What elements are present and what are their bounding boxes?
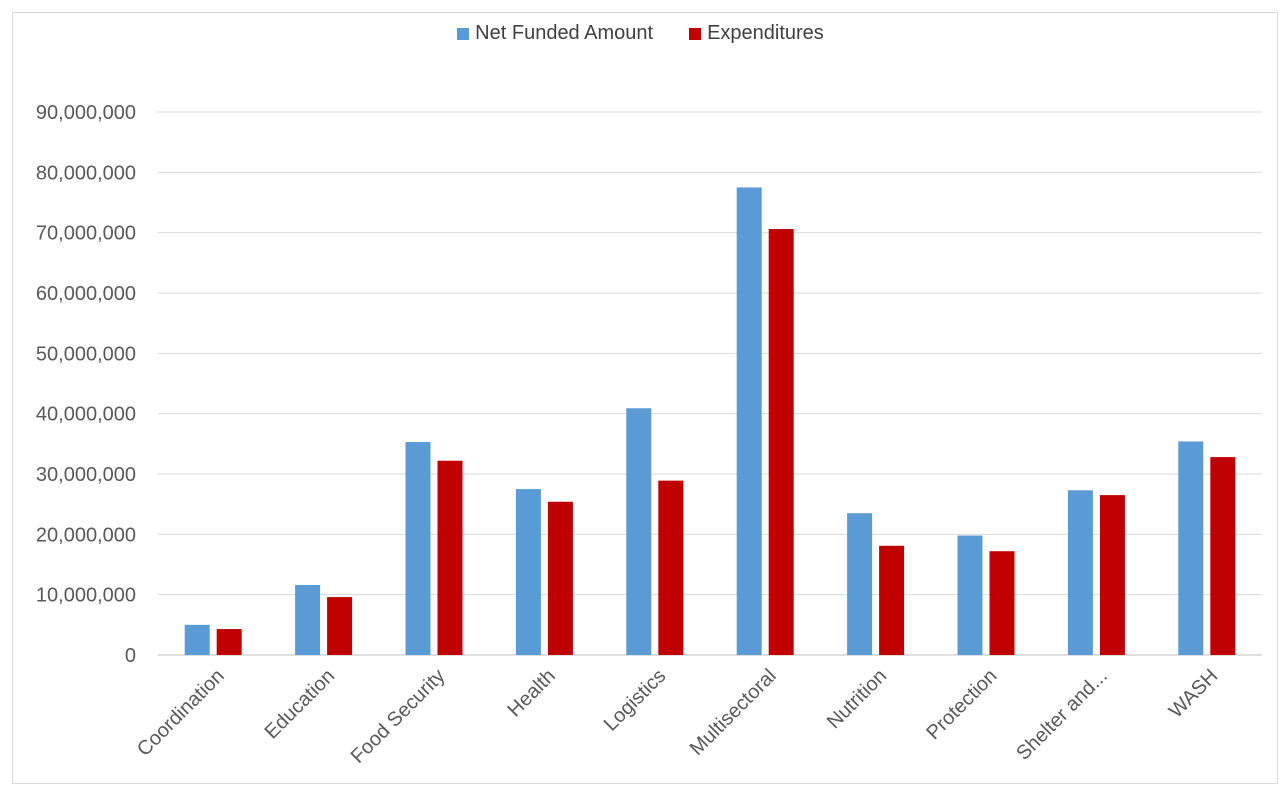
bar-net-funded bbox=[405, 442, 431, 655]
y-tick-label: 40,000,000 bbox=[36, 404, 136, 426]
bar-expenditures bbox=[989, 551, 1015, 655]
x-tick-label: Shelter and... bbox=[1012, 665, 1112, 765]
bar-expenditures bbox=[658, 480, 684, 655]
bar-net-funded bbox=[847, 513, 873, 655]
y-tick-label: 50,000,000 bbox=[36, 343, 136, 365]
bar-expenditures bbox=[1210, 457, 1236, 655]
legend-swatch-net-funded bbox=[457, 27, 470, 40]
y-tick-label: 10,000,000 bbox=[36, 585, 136, 607]
bar-expenditures bbox=[547, 501, 573, 655]
x-tick-label: Logistics bbox=[600, 665, 671, 736]
y-tick-label: 30,000,000 bbox=[36, 464, 136, 486]
y-tick-label: 80,000,000 bbox=[36, 162, 136, 184]
bar-expenditures bbox=[437, 460, 463, 655]
bar-net-funded bbox=[957, 535, 983, 655]
y-tick-label: 20,000,000 bbox=[36, 524, 136, 546]
y-tick-label: 0 bbox=[125, 645, 136, 667]
bar-expenditures bbox=[879, 545, 905, 655]
bar-net-funded bbox=[295, 585, 321, 655]
bar-net-funded bbox=[1067, 490, 1093, 655]
bar-expenditures bbox=[768, 229, 794, 655]
bar-net-funded bbox=[626, 408, 652, 655]
bar-net-funded bbox=[184, 624, 210, 655]
legend-item-expenditures: Expenditures bbox=[689, 22, 824, 45]
x-tick-label: Protection bbox=[922, 665, 1001, 744]
bar-net-funded bbox=[736, 187, 762, 655]
x-tick-label: Health bbox=[503, 665, 559, 721]
bar-net-funded bbox=[515, 489, 541, 655]
legend-swatch-expenditures bbox=[689, 27, 702, 40]
legend-label-net-funded: Net Funded Amount bbox=[475, 22, 654, 44]
y-tick-label: 90,000,000 bbox=[36, 102, 136, 124]
bar-expenditures bbox=[216, 629, 242, 655]
legend-label-expenditures: Expenditures bbox=[707, 22, 824, 44]
x-tick-label: Multisectoral bbox=[686, 665, 781, 760]
y-tick-label: 70,000,000 bbox=[36, 223, 136, 245]
x-tick-label: WASH bbox=[1165, 665, 1222, 722]
bar-net-funded bbox=[1178, 441, 1204, 655]
x-tick-label: Coordination bbox=[133, 665, 229, 761]
x-tick-label: Nutrition bbox=[823, 665, 891, 733]
y-tick-label: 60,000,000 bbox=[36, 283, 136, 305]
bar-expenditures bbox=[1099, 495, 1125, 655]
x-tick-label: Food Security bbox=[347, 665, 450, 768]
chart-legend: Net Funded Amount Expenditures bbox=[0, 22, 1281, 45]
legend-item-net-funded: Net Funded Amount bbox=[457, 22, 653, 45]
x-tick-label: Education bbox=[261, 665, 339, 743]
bar-expenditures bbox=[327, 597, 353, 655]
